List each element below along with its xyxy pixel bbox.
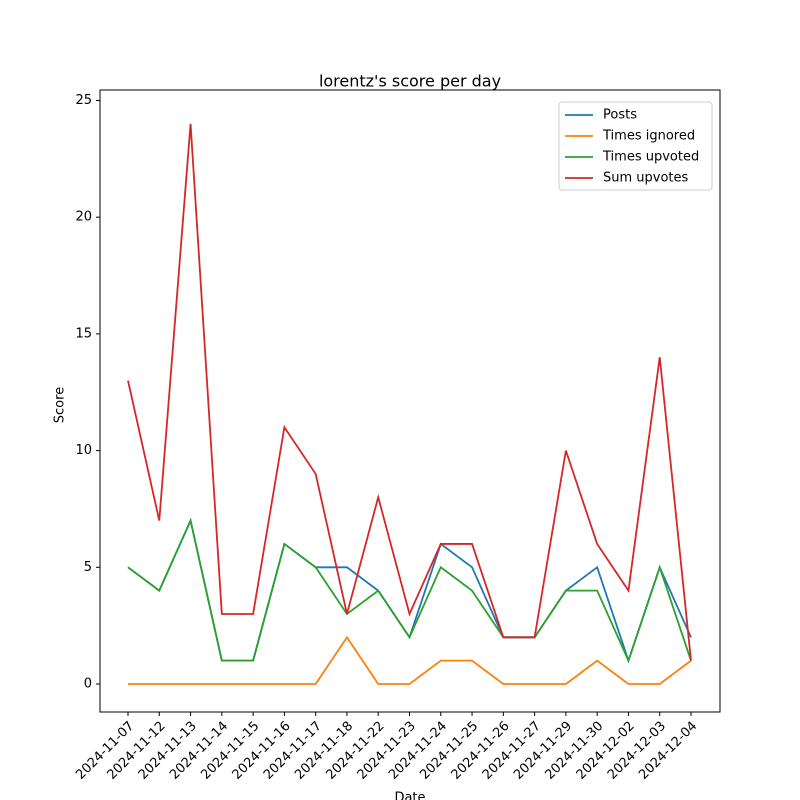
series-line: [128, 635, 692, 685]
y-tick-label: 15: [75, 326, 92, 341]
legend-label: Times upvoted: [602, 150, 699, 165]
series-line: [127, 517, 692, 664]
y-tick-label: 20: [75, 210, 92, 225]
x-axis-label: Date: [394, 791, 425, 800]
legend-box: [558, 101, 713, 191]
y-tick-label: 0: [84, 676, 92, 691]
series-line: [127, 517, 692, 664]
y-tick-label: 10: [75, 443, 92, 458]
legend-label: Posts: [603, 108, 637, 123]
y-axis-label: Score: [53, 387, 68, 423]
series-line: [127, 123, 692, 661]
y-tick-label: 5: [84, 560, 92, 575]
y-tick-label: 25: [75, 93, 92, 108]
chart-title: lorentz's score per day: [319, 72, 501, 91]
legend-label: Sum upvotes: [603, 171, 689, 186]
legend-label: Times ignored: [602, 129, 695, 144]
